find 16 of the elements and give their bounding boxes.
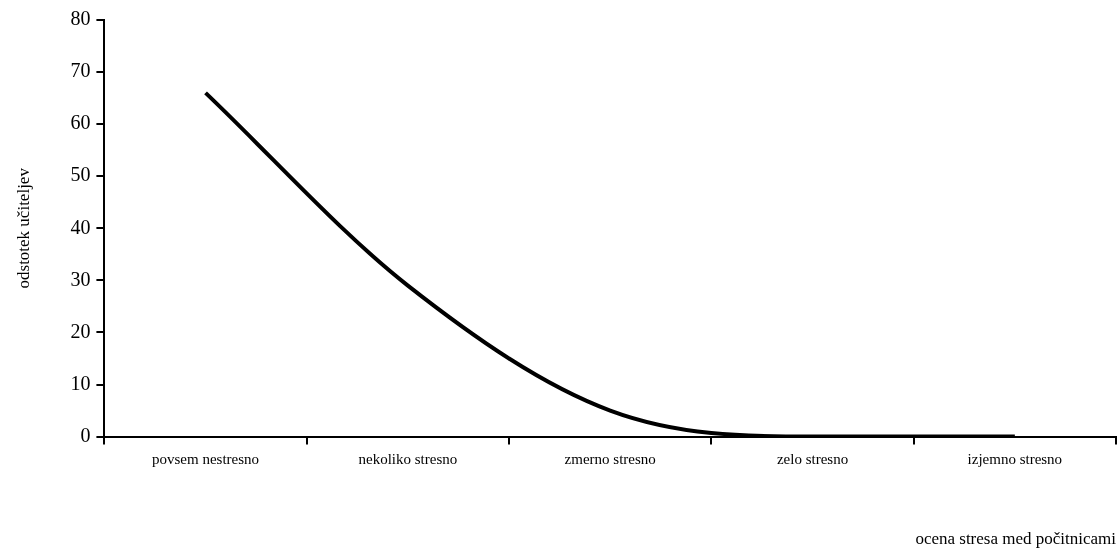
y-tick-label: 80 — [70, 7, 91, 30]
x-tick-label: izjemno stresno — [967, 450, 1063, 467]
x-tick-label: nekoliko stresno — [358, 450, 458, 467]
x-tick-label: zmerno stresno — [564, 450, 656, 467]
y-tick-label: 30 — [70, 267, 91, 290]
y-tick-label: 0 — [80, 423, 91, 446]
y-tick-label: 20 — [70, 319, 91, 342]
x-tick-label: povsem nestresno — [152, 450, 260, 467]
x-tick-label: zelo stresno — [776, 450, 849, 467]
y-tick-label: 60 — [70, 111, 91, 134]
y-tick-label: 10 — [70, 371, 91, 394]
y-tick-label: 40 — [70, 215, 91, 238]
y-axis-title: odstotek učiteljev — [13, 167, 33, 289]
y-tick-label: 50 — [70, 163, 91, 186]
y-tick-label: 70 — [70, 59, 91, 82]
x-axis-title: ocena stresa med počitnicami — [915, 529, 1117, 549]
